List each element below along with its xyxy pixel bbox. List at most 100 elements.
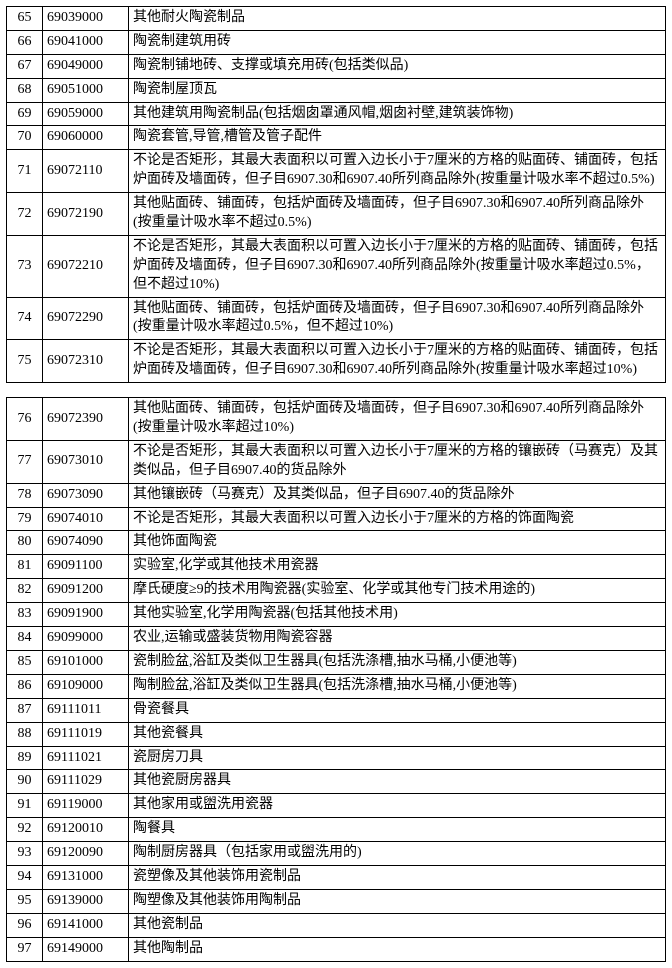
row-number: 92	[7, 818, 43, 842]
description: 其他瓷厨房器具	[129, 770, 666, 794]
table-row: 6769049000陶瓷制铺地砖、支撑或填充用砖(包括类似品)	[7, 54, 666, 78]
hs-code: 69074010	[43, 507, 129, 531]
table-row: 9269120010陶餐具	[7, 818, 666, 842]
hs-code: 69091100	[43, 555, 129, 579]
table-row: 8069074090其他饰面陶瓷	[7, 531, 666, 555]
hs-code: 69149000	[43, 937, 129, 961]
hs-code: 69139000	[43, 889, 129, 913]
hs-code: 69073090	[43, 483, 129, 507]
description: 陶瓷套管,导管,槽管及管子配件	[129, 126, 666, 150]
description: 不论是否矩形，其最大表面积以可置入边长小于7厘米的方格的贴面砖、铺面砖，包括炉面…	[129, 150, 666, 193]
table-row: 7569072310不论是否矩形，其最大表面积以可置入边长小于7厘米的方格的贴面…	[7, 340, 666, 383]
row-number: 87	[7, 698, 43, 722]
hs-code: 69101000	[43, 650, 129, 674]
table-row: 7269072190其他贴面砖、铺面砖，包括炉面砖及墙面砖，但子目6907.30…	[7, 193, 666, 236]
row-number: 72	[7, 193, 43, 236]
hs-code: 69072110	[43, 150, 129, 193]
row-number: 96	[7, 913, 43, 937]
row-number: 80	[7, 531, 43, 555]
table-row: 7369072210不论是否矩形，其最大表面积以可置入边长小于7厘米的方格的贴面…	[7, 235, 666, 297]
description: 骨瓷餐具	[129, 698, 666, 722]
table-row: 9669141000其他瓷制品	[7, 913, 666, 937]
description: 陶瓷制屋顶瓦	[129, 78, 666, 102]
row-number: 91	[7, 794, 43, 818]
description: 其他贴面砖、铺面砖，包括炉面砖及墙面砖，但子目6907.30和6907.40所列…	[129, 193, 666, 236]
hs-code: 69051000	[43, 78, 129, 102]
row-number: 88	[7, 722, 43, 746]
table-row: 8369091900其他实验室,化学用陶瓷器(包括其他技术用)	[7, 603, 666, 627]
table-row: 9369120090陶制厨房器具（包括家用或盥洗用的)	[7, 842, 666, 866]
row-number: 65	[7, 7, 43, 31]
table-row: 7169072110不论是否矩形，其最大表面积以可置入边长小于7厘米的方格的贴面…	[7, 150, 666, 193]
description: 其他瓷制品	[129, 913, 666, 937]
hs-code: 69072190	[43, 193, 129, 236]
hs-code: 69109000	[43, 674, 129, 698]
row-number: 73	[7, 235, 43, 297]
description: 陶瓷制铺地砖、支撑或填充用砖(包括类似品)	[129, 54, 666, 78]
description: 实验室,化学或其他技术用瓷器	[129, 555, 666, 579]
table-row: 8269091200摩氏硬度≥9的技术用陶瓷器(实验室、化学或其他专门技术用途的…	[7, 579, 666, 603]
row-number: 78	[7, 483, 43, 507]
description: 不论是否矩形，其最大表面积以可置入边长小于7厘米的方格的贴面砖、铺面砖，包括炉面…	[129, 340, 666, 383]
row-number: 84	[7, 627, 43, 651]
hs-code: 69111021	[43, 746, 129, 770]
table-gap	[6, 383, 666, 397]
table-row: 6969059000其他建筑用陶瓷制品(包括烟囱罩通风帽,烟囱衬壁,建筑装饰物)	[7, 102, 666, 126]
table-row: 9469131000瓷塑像及其他装饰用瓷制品	[7, 865, 666, 889]
table-row: 8769111011骨瓷餐具	[7, 698, 666, 722]
description: 其他陶制品	[129, 937, 666, 961]
table-row: 8169091100实验室,化学或其他技术用瓷器	[7, 555, 666, 579]
row-number: 83	[7, 603, 43, 627]
description: 摩氏硬度≥9的技术用陶瓷器(实验室、化学或其他专门技术用途的)	[129, 579, 666, 603]
description: 不论是否矩形，其最大表面积以可置入边长小于7厘米的方格的镶嵌砖（马赛克）及其类似…	[129, 440, 666, 483]
hs-code: 69072210	[43, 235, 129, 297]
hs-code-table: 7669072390其他贴面砖、铺面砖，包括炉面砖及墙面砖，但子目6907.30…	[6, 397, 666, 961]
table-row: 9069111029其他瓷厨房器具	[7, 770, 666, 794]
hs-code: 69074090	[43, 531, 129, 555]
table-row: 7469072290其他贴面砖、铺面砖，包括炉面砖及墙面砖，但子目6907.30…	[7, 297, 666, 340]
row-number: 76	[7, 398, 43, 441]
table-row: 7069060000陶瓷套管,导管,槽管及管子配件	[7, 126, 666, 150]
row-number: 86	[7, 674, 43, 698]
hs-code: 69111019	[43, 722, 129, 746]
description: 农业,运输或盛装货物用陶瓷容器	[129, 627, 666, 651]
table-row: 7669072390其他贴面砖、铺面砖，包括炉面砖及墙面砖，但子目6907.30…	[7, 398, 666, 441]
table-row: 8669109000陶制脸盆,浴缸及类似卫生器具(包括洗涤槽,抽水马桶,小便池等…	[7, 674, 666, 698]
hs-code: 69072290	[43, 297, 129, 340]
description: 瓷制脸盆,浴缸及类似卫生器具(包括洗涤槽,抽水马桶,小便池等)	[129, 650, 666, 674]
row-number: 97	[7, 937, 43, 961]
description: 陶制脸盆,浴缸及类似卫生器具(包括洗涤槽,抽水马桶,小便池等)	[129, 674, 666, 698]
hs-code: 69060000	[43, 126, 129, 150]
tables-container: 6569039000其他耐火陶瓷制品6669041000陶瓷制建筑用砖67690…	[6, 6, 666, 962]
row-number: 68	[7, 78, 43, 102]
description: 陶餐具	[129, 818, 666, 842]
hs-code: 69073010	[43, 440, 129, 483]
hs-code-table: 6569039000其他耐火陶瓷制品6669041000陶瓷制建筑用砖67690…	[6, 6, 666, 383]
description: 其他家用或盥洗用瓷器	[129, 794, 666, 818]
table-row: 8869111019其他瓷餐具	[7, 722, 666, 746]
hs-code: 69120010	[43, 818, 129, 842]
row-number: 89	[7, 746, 43, 770]
hs-code: 69119000	[43, 794, 129, 818]
description: 陶制厨房器具（包括家用或盥洗用的)	[129, 842, 666, 866]
row-number: 74	[7, 297, 43, 340]
hs-code: 69099000	[43, 627, 129, 651]
hs-code: 69072310	[43, 340, 129, 383]
table-row: 6869051000陶瓷制屋顶瓦	[7, 78, 666, 102]
hs-code: 69141000	[43, 913, 129, 937]
row-number: 85	[7, 650, 43, 674]
table-row: 7869073090其他镶嵌砖（马赛克）及其类似品，但子目6907.40的货品除…	[7, 483, 666, 507]
description: 其他瓷餐具	[129, 722, 666, 746]
row-number: 94	[7, 865, 43, 889]
table-row: 7969074010不论是否矩形，其最大表面积以可置入边长小于7厘米的方格的饰面…	[7, 507, 666, 531]
hs-code: 69041000	[43, 30, 129, 54]
row-number: 67	[7, 54, 43, 78]
description: 瓷厨房刀具	[129, 746, 666, 770]
table-row: 9569139000陶塑像及其他装饰用陶制品	[7, 889, 666, 913]
hs-code: 69072390	[43, 398, 129, 441]
row-number: 71	[7, 150, 43, 193]
hs-code: 69091200	[43, 579, 129, 603]
table-row: 9769149000其他陶制品	[7, 937, 666, 961]
description: 其他实验室,化学用陶瓷器(包括其他技术用)	[129, 603, 666, 627]
hs-code: 69091900	[43, 603, 129, 627]
